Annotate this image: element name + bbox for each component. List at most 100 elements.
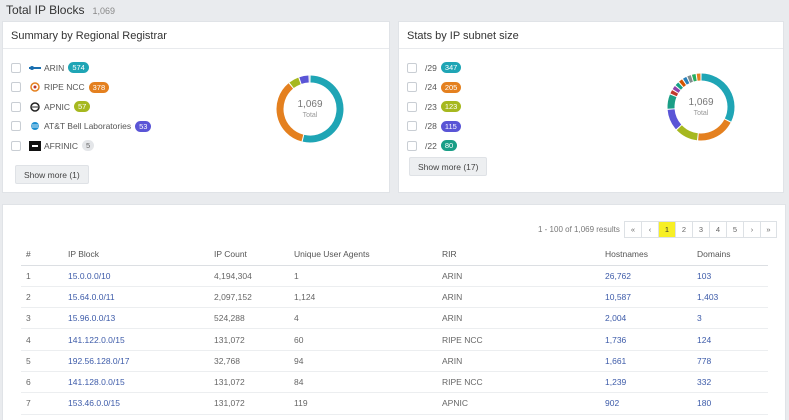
ip-count: 131,072 (209, 371, 289, 394)
donut-slice[interactable] (302, 75, 344, 143)
table-row: 2 15.64.0.0/11 2,097,152 1,124 ARIN 10,5… (21, 286, 768, 309)
ip-count: 524,288 (209, 307, 289, 330)
legend-item-22[interactable]: /22 80 (407, 136, 461, 156)
checkbox[interactable] (407, 62, 417, 73)
donut-slice[interactable] (667, 109, 682, 130)
hostnames-link[interactable]: 2,004 (600, 307, 692, 330)
page-3-button[interactable]: 3 (692, 221, 709, 238)
donut-slice[interactable] (672, 86, 681, 93)
ip-count: 131,072 (209, 328, 289, 351)
hostnames-link[interactable]: 10,587 (600, 286, 692, 309)
hostnames-link[interactable]: 902 (600, 392, 692, 415)
unique-user-agents: 94 (289, 350, 437, 372)
legend-label: AFRINIC (44, 140, 78, 151)
column-header-index[interactable]: # (21, 244, 63, 266)
page-4-button[interactable]: 4 (709, 221, 726, 238)
next-page-button[interactable]: › (743, 221, 760, 238)
donut-slice[interactable] (276, 83, 304, 142)
show-more-button[interactable]: Show more (17) (409, 157, 488, 176)
checkbox[interactable] (407, 82, 417, 93)
last-page-button[interactable]: » (760, 221, 777, 238)
donut-slice[interactable] (667, 94, 677, 109)
ip-block-link[interactable]: 141.122.0.0/15 (63, 328, 209, 351)
count-badge: 347 (440, 62, 462, 74)
donut-slice[interactable] (698, 119, 731, 141)
domains-link[interactable]: 332 (692, 371, 768, 394)
page-1-button[interactable]: 1 (658, 221, 675, 238)
unique-user-agents: 1,124 (289, 286, 437, 309)
ip-count: 2,097,152 (209, 286, 289, 309)
legend-item-att-bell-laboratories[interactable]: AT&T Bell Laboratories 53 (11, 117, 152, 137)
rir: RIPE NCC (437, 328, 600, 351)
checkbox[interactable] (11, 101, 21, 112)
unique-user-agents: 4 (289, 307, 437, 330)
donut-slice[interactable] (687, 75, 693, 83)
ip-block-link[interactable]: 153.46.0.0/15 (63, 392, 209, 415)
donut-slice[interactable] (670, 90, 679, 97)
legend-item-28[interactable]: /28 115 (407, 117, 461, 137)
ip-block-link[interactable]: 15.96.0.0/13 (63, 307, 209, 330)
checkbox[interactable] (11, 121, 21, 132)
total-count: 1,069 (92, 6, 116, 16)
checkbox[interactable] (407, 101, 417, 112)
donut-slice[interactable] (299, 75, 309, 84)
checkbox[interactable] (11, 62, 21, 73)
page-2-button[interactable]: 2 (675, 221, 692, 238)
domains-link[interactable]: 3 (692, 307, 768, 330)
domains-link[interactable]: 180 (692, 392, 768, 415)
donut-slice[interactable] (701, 73, 735, 122)
show-more-button[interactable]: Show more (1) (15, 165, 89, 184)
donut-slice[interactable] (691, 73, 697, 82)
donut-total-value: 1,069 (297, 99, 323, 110)
page-5-button[interactable]: 5 (726, 221, 743, 238)
column-header-rir[interactable]: RIR (437, 244, 600, 266)
donut-slice[interactable] (289, 77, 301, 89)
hostnames-link[interactable]: 1,661 (600, 350, 692, 372)
donut-center: 1,069 Total (665, 71, 737, 143)
row-index: 3 (21, 307, 63, 330)
legend-item-29[interactable]: /29 347 (407, 58, 462, 78)
domains-link[interactable]: 103 (692, 265, 768, 287)
domains-link[interactable]: 124 (692, 328, 768, 351)
donut-slice[interactable] (679, 79, 687, 87)
legend-item-24[interactable]: /24 205 (407, 78, 462, 98)
ip-block-link[interactable]: 15.64.0.0/11 (63, 286, 209, 309)
page-title: Total IP Blocks (6, 3, 85, 17)
ip-block-link[interactable]: 141.128.0.0/15 (63, 371, 209, 394)
subnet-card-title: Stats by IP subnet size (407, 30, 519, 42)
donut-slice[interactable] (675, 82, 683, 90)
donut-slice[interactable] (676, 125, 699, 141)
count-badge: 378 (88, 81, 110, 93)
legend-item-afrinic[interactable]: AFRINIC 5 (11, 136, 151, 156)
hostnames-link[interactable]: 26,762 (600, 265, 692, 287)
prev-page-button[interactable]: ‹ (641, 221, 658, 238)
ip-block-link[interactable]: 192.56.128.0/17 (63, 350, 209, 372)
donut-slice[interactable] (682, 76, 690, 85)
hostnames-link[interactable]: 1,239 (600, 371, 692, 394)
column-header-ip-count[interactable]: IP Count (209, 244, 289, 266)
att-logo-icon (29, 121, 41, 131)
rir: ARIN (437, 350, 600, 372)
legend-item-arin[interactable]: ARIN 574 (11, 58, 151, 78)
ip-block-link[interactable]: 15.0.0.0/10 (63, 265, 209, 287)
hostnames-link[interactable]: 1,736 (600, 328, 692, 351)
registrar-donut-chart: 1,069 Total (274, 73, 346, 145)
legend-label: /24 (425, 82, 437, 93)
domains-link[interactable]: 1,403 (692, 286, 768, 309)
checkbox[interactable] (407, 140, 417, 151)
rir: APNIC (437, 392, 600, 415)
first-page-button[interactable]: « (624, 221, 641, 238)
legend-label: /23 (425, 101, 437, 112)
legend-item-apnic[interactable]: APNIC 57 (11, 97, 151, 117)
checkbox[interactable] (407, 121, 417, 132)
column-header-ip-block[interactable]: IP Block (63, 244, 209, 266)
column-header-hostnames[interactable]: Hostnames (600, 244, 692, 266)
legend-item-ripe-ncc[interactable]: RIPE NCC 378 (11, 78, 151, 98)
column-header-unique-user-agents[interactable]: Unique User Agents (289, 244, 437, 266)
legend-item-23[interactable]: /23 123 (407, 97, 462, 117)
checkbox[interactable] (11, 82, 21, 93)
checkbox[interactable] (11, 140, 21, 151)
column-header-domains[interactable]: Domains (692, 244, 768, 266)
domains-link[interactable]: 778 (692, 350, 768, 372)
row-index: 2 (21, 286, 63, 309)
